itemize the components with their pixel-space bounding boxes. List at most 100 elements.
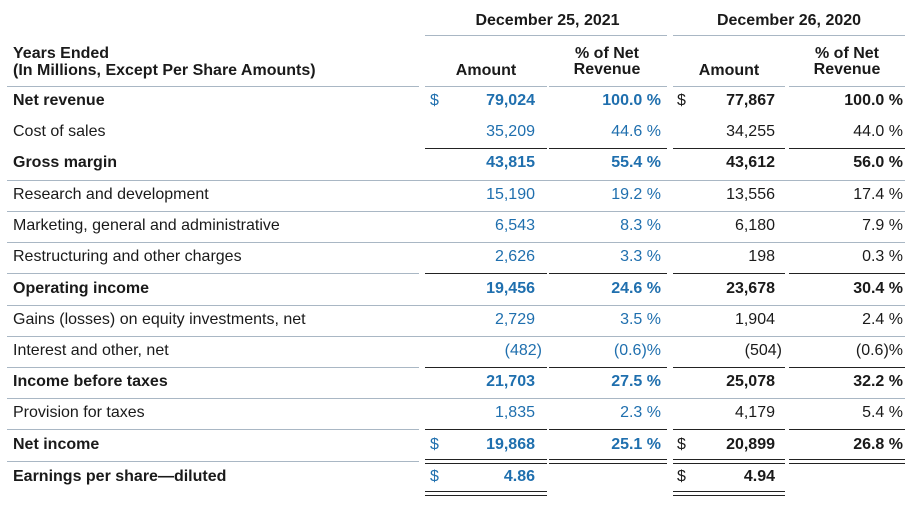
pct-2021: 27.5 %	[611, 373, 661, 390]
subtotal-rule	[673, 367, 785, 368]
table-row-gross-margin: Gross margin 43,815 55.4 % 43,612 56.0 %	[0, 149, 907, 180]
pct-2021: 8.3 %	[620, 217, 661, 234]
pct-header-2020-line1: % of Net	[815, 45, 879, 62]
total-double-rule	[425, 491, 547, 496]
header-rule-pct-2021	[549, 86, 667, 87]
total-double-rule	[673, 491, 785, 496]
row-rule	[7, 367, 419, 368]
amount-2021: 19,868	[486, 436, 535, 453]
total-double-rule	[425, 459, 547, 464]
subtotal-rule	[549, 273, 667, 274]
total-double-rule	[789, 459, 905, 464]
row-label: Research and development	[13, 186, 209, 203]
table-row-cost-of-sales: Cost of sales 35,209 44.6 % 34,255 44.0 …	[0, 118, 907, 149]
pct-2020: (0.6)%	[855, 342, 903, 359]
pct-2020: 44.0 %	[853, 123, 903, 140]
amount-2021: 1,835	[494, 404, 535, 421]
header-rule-pct-2020	[789, 86, 905, 87]
header-rule-amount-2020	[673, 86, 785, 87]
row-label: Interest and other, net	[13, 342, 169, 359]
subtotal-rule	[425, 429, 547, 430]
pct-header-2021-line1: % of Net	[575, 45, 639, 62]
pct-2021: 100.0 %	[602, 92, 661, 109]
subtotal-rule	[789, 148, 905, 149]
amount-2020: 4.94	[743, 468, 775, 485]
total-double-rule	[673, 459, 785, 464]
table-row-marketing-general-admin: Marketing, general and administrative 6,…	[0, 212, 907, 243]
pct-2020: 30.4 %	[853, 280, 903, 297]
pct-header-2021-line2: Revenue	[573, 61, 641, 78]
row-label: Earnings per share—diluted	[13, 468, 227, 485]
row-label: Operating income	[13, 280, 150, 297]
row-label: Gains (losses) on equity investments, ne…	[13, 311, 306, 328]
pct-2021: 44.6 %	[611, 123, 661, 140]
period-underline-2020	[673, 35, 905, 36]
amount-header-2021: Amount	[455, 62, 517, 79]
subtotal-rule	[425, 367, 547, 368]
amount-2020: 77,867	[726, 92, 775, 109]
amount-2020: 25,078	[726, 373, 775, 390]
row-label: Marketing, general and administrative	[13, 217, 280, 234]
table-row-income-before-taxes: Income before taxes 21,703 27.5 % 25,078…	[0, 368, 907, 399]
row-label: Restructuring and other charges	[13, 248, 242, 265]
amount-2020: 4,179	[734, 404, 775, 421]
pct-header-2021: % of Net Revenue	[548, 46, 666, 78]
pct-2020: 2.4 %	[862, 311, 903, 328]
years-ended-label: Years Ended	[13, 45, 110, 62]
currency-symbol: $	[430, 436, 439, 453]
subtotal-rule	[789, 273, 905, 274]
pct-2020: 5.4 %	[862, 404, 903, 421]
row-rule	[7, 273, 419, 274]
subtotal-rule	[549, 429, 667, 430]
row-label: Income before taxes	[13, 373, 168, 390]
table-row-research-development: Research and development 15,190 19.2 % 1…	[0, 181, 907, 212]
table-row-eps-diluted: Earnings per share—diluted $ 4.86 $ 4.94	[0, 463, 907, 494]
pct-2021: 2.3 %	[620, 404, 661, 421]
row-rule	[7, 429, 419, 430]
currency-symbol: $	[677, 468, 686, 485]
table-row-gains-losses-equity: Gains (losses) on equity investments, ne…	[0, 306, 907, 337]
period-underline-2021	[425, 35, 667, 36]
table-row-provision-taxes: Provision for taxes 1,835 2.3 % 4,179 5.…	[0, 399, 907, 430]
pct-2020: 100.0 %	[844, 92, 903, 109]
amount-2020: 23,678	[726, 280, 775, 297]
pct-2021: (0.6)%	[613, 342, 661, 359]
period-header-2020: December 26, 2020	[716, 12, 862, 29]
row-label: Gross margin	[13, 154, 118, 171]
row-rule	[7, 305, 905, 306]
subtotal-rule	[673, 429, 785, 430]
subtotal-rule	[789, 367, 905, 368]
row-rule	[7, 242, 905, 243]
pct-2021: 3.5 %	[620, 311, 661, 328]
subtotal-rule	[425, 273, 547, 274]
row-rule	[7, 461, 419, 462]
amount-2021: 43,815	[486, 154, 535, 171]
amount-2021: 2,729	[494, 311, 535, 328]
pct-header-2020-line2: Revenue	[813, 61, 881, 78]
table-row-interest-other: Interest and other, net (482) (0.6)% (50…	[0, 337, 907, 368]
table-row-restructuring: Restructuring and other charges 2,626 3.…	[0, 243, 907, 274]
pct-2021: 25.1 %	[611, 436, 661, 453]
header-rule-left	[7, 86, 419, 87]
row-label: Net revenue	[13, 92, 105, 109]
row-label: Net income	[13, 436, 100, 453]
row-label: Provision for taxes	[13, 404, 145, 421]
subtotal-rule	[673, 273, 785, 274]
amount-2021: 4.86	[503, 468, 535, 485]
table-row-operating-income: Operating income 19,456 24.6 % 23,678 30…	[0, 275, 907, 306]
row-label: Cost of sales	[13, 123, 106, 140]
pct-2020: 26.8 %	[853, 436, 903, 453]
pct-2020: 56.0 %	[853, 154, 903, 171]
pct-2020: 17.4 %	[853, 186, 903, 203]
subtotal-rule	[549, 367, 667, 368]
row-rule	[7, 180, 905, 181]
currency-symbol: $	[677, 92, 686, 109]
row-rule	[7, 398, 905, 399]
amount-2021: 21,703	[486, 373, 535, 390]
amount-2020: 6,180	[734, 217, 775, 234]
amount-2020: 43,612	[726, 154, 775, 171]
amount-2020: 198	[748, 248, 775, 265]
pct-2020: 0.3 %	[862, 248, 903, 265]
amount-2021: 35,209	[486, 123, 535, 140]
total-double-rule	[549, 459, 667, 464]
